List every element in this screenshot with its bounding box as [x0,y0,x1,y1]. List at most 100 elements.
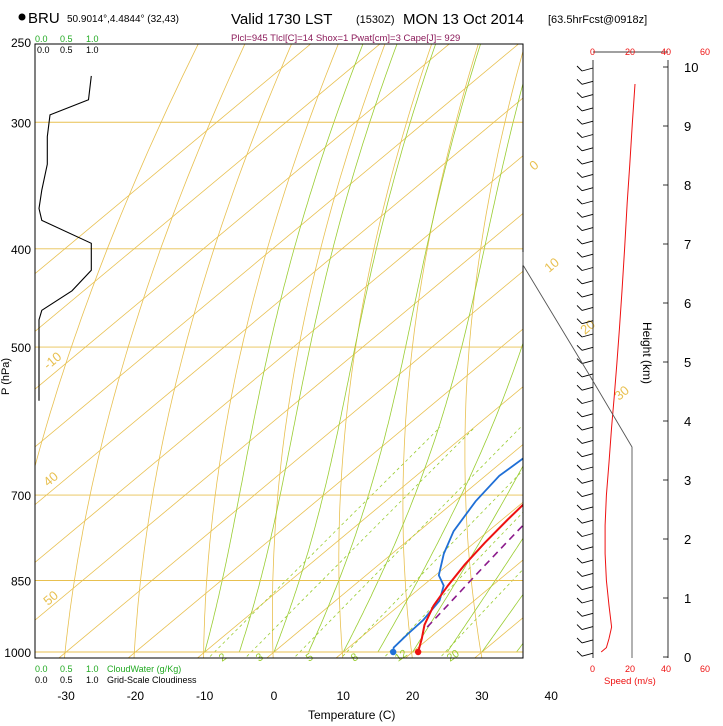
valid-time: Valid 1730 LST [231,11,332,28]
dry-adiabat-line [583,24,625,673]
isotherm-line [35,212,523,621]
wind-barb-flag [576,371,583,378]
wind-barb-flag [576,172,583,178]
isotherm-line [35,44,520,448]
temperature-tick-label: 40 [545,689,559,703]
speed-bottom-tick-1: 20 [625,664,635,674]
wind-barb [581,386,594,391]
isotherm-line [58,270,523,658]
wind-barb-flag [576,464,583,471]
isotherm-grid [35,24,723,673]
isotherm-line [35,44,381,332]
height-tick-label: 7 [684,237,691,252]
pressure-grid [35,121,523,653]
wind-barb [581,333,594,338]
isotherm-line [266,443,523,658]
wind-barb [581,453,594,458]
temperature-axis: -30 -20 -10 0 10 20 30 40 [57,689,558,703]
moist-adiabat-label: 20 [445,648,462,665]
wind-barb-flag [576,398,583,404]
utc-time: (1530Z) [356,14,395,26]
dry-adiabat-label: 0 [526,157,541,173]
wind-barb-flag [576,331,583,338]
wind-barb-flag [576,624,583,630]
wind-barb-flag [576,291,583,298]
wind-barb-flag [576,185,583,192]
surface-temperature-marker [414,648,422,656]
dry-adiabat-label: 10 [541,255,562,276]
wind-barb-flag [576,344,583,351]
height-tick-label: 1 [684,591,691,606]
wind-barb [581,134,594,138]
speed-top-tick-0: 0 [590,47,595,57]
speed-bottom-tick-2: 40 [661,664,671,674]
isotherm-line [404,559,523,658]
wind-barb [581,293,594,298]
wind-barb [581,400,594,404]
temperature-tick-label: -10 [196,689,214,703]
height-axis: 0 1 2 3 4 5 6 7 8 9 10 [522,60,698,665]
wind-barb-flag [576,78,583,85]
wind-barb-flag [576,597,583,604]
isotherm-line [664,24,723,673]
bottom-cloudwater-tick-2: 1.0 [86,664,99,674]
pressure-tick-label: 850 [11,574,31,588]
wind-barb [581,267,594,271]
pressure-axis: 1000 850 700 500 400 300 250 [4,36,31,660]
speed-bottom-tick-0: 0 [590,664,595,674]
wind-barb [581,466,594,471]
parcel-path-line [426,524,523,628]
station-coords: 50.9014°,4.4844° (32,43) [67,14,179,25]
speed-top-tick-3: 60 [700,47,710,57]
wind-barb [581,586,594,591]
wind-barb [581,173,594,178]
top-cloudiness-tick-2: 1.0 [86,45,99,55]
wind-barb-flag [576,451,583,458]
height-tick-label: 3 [684,473,691,488]
speed-top-tick-1: 20 [625,47,635,57]
valid-date: MON 13 Oct 2014 [403,11,524,28]
moist-adiabat-label: 12 [393,648,410,665]
wind-barb-flag [576,92,583,98]
wind-barb [581,227,594,232]
bottom-cloudiness-tick-2: 1.0 [86,675,99,685]
wind-barb [581,599,594,604]
wind-barb-flag [576,158,583,165]
wind-barb-flag [576,105,583,112]
wind-barb-flag [576,384,583,391]
isotherm-line [474,617,523,658]
sounding-params: Plcl=945 Tlcl[C]=14 Shox=1 Pwat[cm]=3 Ca… [231,33,460,44]
isotherm-line [127,328,523,658]
wind-barb [581,413,594,418]
temperature-tick-label: 10 [337,689,351,703]
speed-bottom-tick-3: 60 [700,664,710,674]
wind-barb-flag [576,132,583,138]
wind-barb [581,94,594,99]
height-tick-label: 5 [684,355,691,370]
wind-barb [581,626,594,631]
isotherm-line [335,501,523,658]
top-cloudwater-tick-1: 0.5 [60,34,73,44]
bottom-cloudwater-tick-1: 0.5 [60,664,73,674]
wind-barbs [576,60,594,658]
dry-adiabat-line [133,44,292,658]
bottom-cloudiness-tick-0: 0.0 [35,675,48,685]
wind-barb-flag [576,251,583,258]
top-cloudiness-tick-1: 0.5 [60,45,73,55]
wind-barb [581,373,594,378]
pressure-tick-label: 700 [11,489,31,503]
pressure-tick-label: 250 [11,36,31,50]
wind-barb-flag [576,305,583,311]
wind-barb [581,320,594,325]
wind-barb-flag [576,438,583,444]
height-axis-label: Height (km) [640,322,654,384]
wind-barb-flag [576,477,583,484]
pressure-tick-label: 400 [11,243,31,257]
plot-frame [34,43,524,659]
dry-adiabat-line [203,44,339,658]
wind-barb-flag [576,637,583,644]
wind-barb [581,280,594,285]
y-axis-label: P (hPa) [0,358,12,395]
dry-adiabat-line [464,49,523,658]
dry-adiabat-label: 20 [577,317,598,338]
